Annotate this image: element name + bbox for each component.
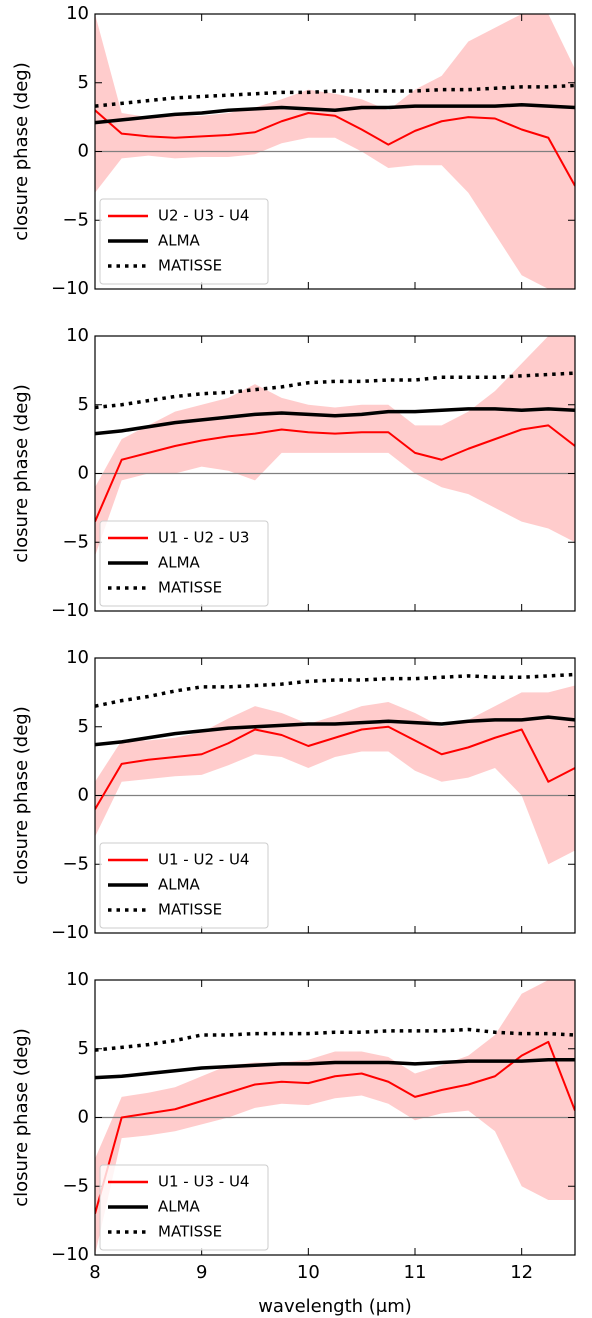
legend-label: ALMA [158, 1198, 201, 1216]
series-line [95, 83, 575, 108]
y-tick-label: −5 [62, 531, 89, 552]
y-tick-label: −10 [51, 600, 89, 621]
legend-label: U1 - U2 - U4 [158, 851, 249, 869]
y-tick-label: 0 [78, 785, 89, 806]
series-line [95, 725, 575, 810]
y-tick-label: 10 [66, 647, 89, 668]
legend-box [99, 520, 269, 607]
legend-box [99, 1164, 269, 1251]
y-tick-label: 0 [78, 141, 89, 162]
series-line [95, 407, 575, 436]
legend-label: MATISSE [158, 257, 222, 275]
x-tick-label: 11 [404, 1262, 427, 1283]
y-tick-label: 5 [78, 72, 89, 93]
y-tick-label: 5 [78, 716, 89, 737]
y-tick-label: 5 [78, 1038, 89, 1059]
legend-label: U1 - U2 - U3 [158, 529, 249, 547]
series-line [95, 103, 575, 125]
legend-label: MATISSE [158, 901, 222, 919]
x-tick-label: 9 [196, 1262, 207, 1283]
y-axis-label: closure phase (deg) [11, 384, 32, 563]
y-tick-label: −5 [62, 1175, 89, 1196]
legend-label: ALMA [158, 232, 201, 250]
legend-label: U1 - U3 - U4 [158, 1173, 249, 1191]
plot-area [95, 336, 575, 556]
legend-label: MATISSE [158, 1223, 222, 1241]
error-band [95, 685, 575, 865]
x-tick-label: 12 [510, 1262, 533, 1283]
plot-area [95, 672, 575, 865]
legend-label: MATISSE [158, 579, 222, 597]
legend-box [99, 198, 269, 285]
series-line [95, 715, 575, 747]
y-tick-label: 0 [78, 463, 89, 484]
y-tick-label: −10 [51, 1244, 89, 1265]
y-tick-label: 0 [78, 1107, 89, 1128]
series-line [95, 371, 575, 410]
y-tick-label: −10 [51, 278, 89, 299]
error-band [95, 336, 575, 556]
y-tick-label: −5 [62, 853, 89, 874]
y-tick-label: 5 [78, 394, 89, 415]
y-tick-label: 10 [66, 969, 89, 990]
series-line [95, 424, 575, 523]
series-line [95, 109, 575, 187]
series-line [95, 1027, 575, 1052]
legend-label: U2 - U3 - U4 [158, 207, 249, 225]
x-tick-label: 10 [297, 1262, 320, 1283]
x-tick-label: 8 [89, 1262, 100, 1283]
y-tick-label: 10 [66, 325, 89, 346]
series-line [95, 672, 575, 708]
plot-area [95, 14, 575, 289]
legend-label: ALMA [158, 554, 201, 572]
series-line [95, 1058, 575, 1080]
y-tick-label: 10 [66, 3, 89, 24]
y-tick-label: −5 [62, 209, 89, 230]
y-axis-label: closure phase (deg) [11, 62, 32, 241]
error-band [95, 14, 575, 289]
plot-area [95, 980, 575, 1255]
legend-label: ALMA [158, 876, 201, 894]
y-tick-label: −10 [51, 922, 89, 943]
y-axis-label: closure phase (deg) [11, 1028, 32, 1207]
legend-box [99, 842, 269, 929]
x-axis-label: wavelength (μm) [258, 1296, 412, 1317]
series-line [95, 1040, 575, 1215]
y-axis-label: closure phase (deg) [11, 706, 32, 885]
